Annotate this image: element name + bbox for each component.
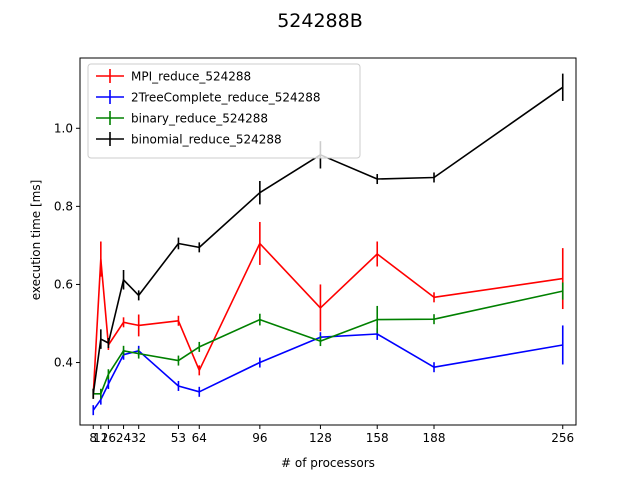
chart-title: 524288B	[277, 10, 363, 32]
x-tick-label: 12	[93, 431, 108, 445]
x-tick-label: 158	[366, 431, 389, 445]
y-axis-label: execution time [ms]	[29, 180, 43, 301]
legend: MPI_reduce_524288 2TreeComplete_reduce_52…	[87, 63, 361, 159]
series-line-2treecomplete-reduce-524288	[92, 333, 563, 411]
x-tick-label: 24	[116, 431, 131, 445]
x-tick-label: 16	[101, 431, 116, 445]
series-line-binomial-reduce-524288	[92, 86, 564, 394]
series-line-mpi-reduce-524288	[92, 242, 563, 394]
x-axis-label: # of processors	[281, 456, 375, 470]
x-tick-label: 8	[89, 431, 97, 445]
series-line-binary-reduce-524288	[93, 290, 563, 395]
legend-label-mpi-reduce-524288: MPI_reduce_524288	[131, 70, 251, 84]
y-tick-label: 0.8	[54, 199, 73, 213]
legend-label-binomial-reduce-524288: binomial_reduce_524288	[131, 133, 282, 147]
x-tick-label: 64	[192, 431, 207, 445]
y-tick-label: 0.4	[54, 356, 73, 370]
plot-lines	[92, 73, 564, 416]
x-tick-label: 32	[131, 431, 146, 445]
x-tick-label: 53	[171, 431, 186, 445]
x-tick-label: 188	[423, 431, 446, 445]
x-tick-label: 256	[551, 431, 574, 445]
y-axis: 0.4 0.6 0.8 1.0	[54, 121, 80, 370]
x-tick-label: 96	[252, 431, 267, 445]
y-tick-label: 1.0	[54, 121, 73, 135]
legend-label-2treecomplete-reduce-524288: 2TreeComplete_reduce_524288	[131, 91, 321, 105]
y-tick-label: 0.6	[54, 277, 73, 291]
legend-box	[87, 63, 361, 159]
x-tick-label: 128	[309, 431, 332, 445]
plot-frame	[79, 57, 577, 426]
legend-label-binary-reduce-524288: binary_reduce_524288	[131, 112, 268, 126]
